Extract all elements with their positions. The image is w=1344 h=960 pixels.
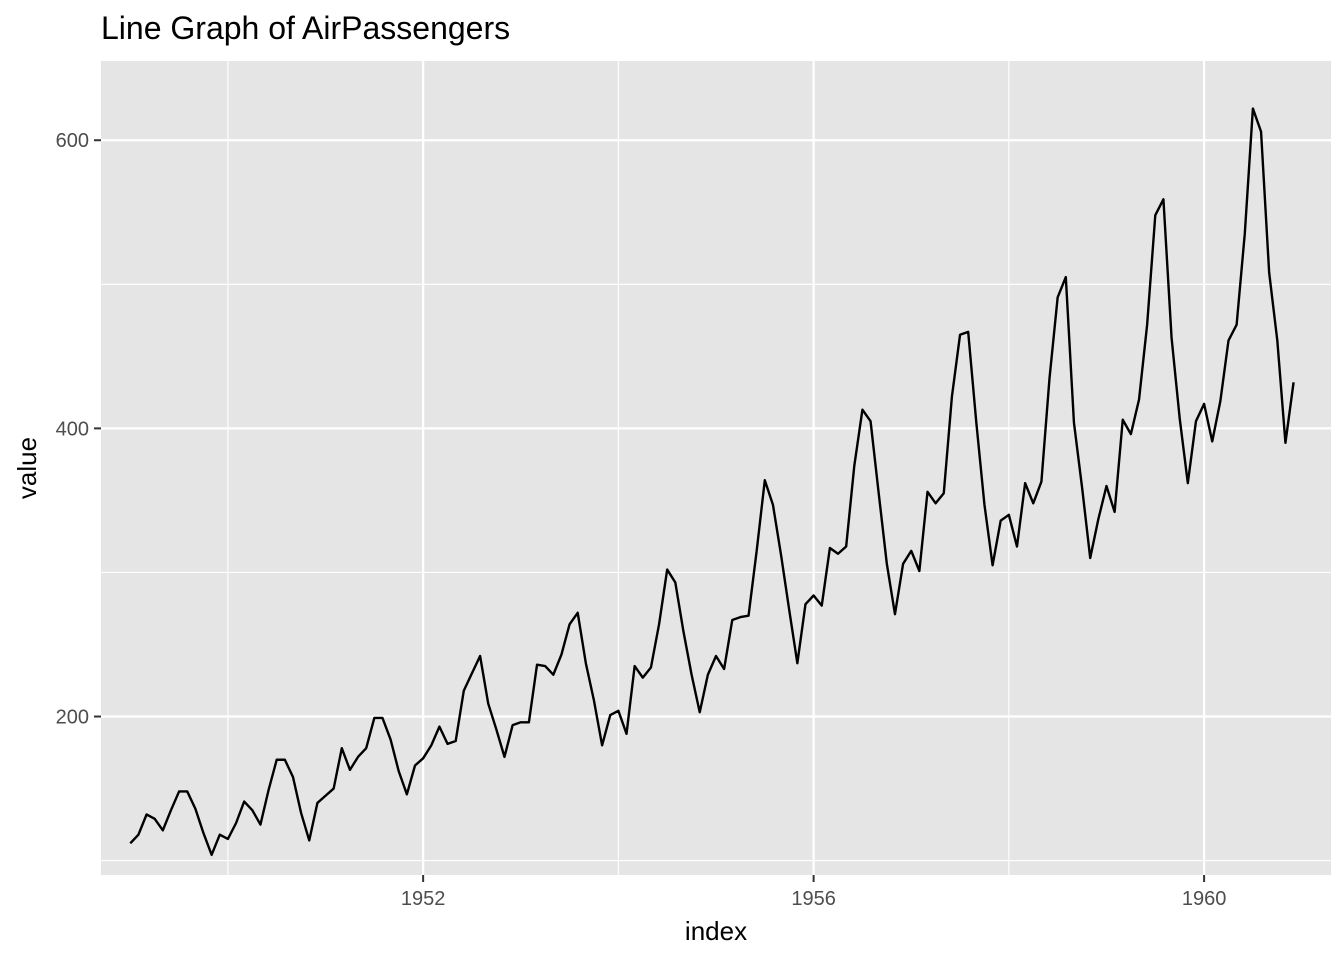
axis-ticks: 1952 1956 1960 200 400 600 xyxy=(56,130,1227,910)
x-tick-label-2: 1960 xyxy=(1182,888,1227,910)
y-tick-label-2: 600 xyxy=(56,130,89,152)
series-line-0 xyxy=(129,107,1295,857)
y-axis-title: value xyxy=(12,437,42,499)
plot-panel-background xyxy=(101,61,1331,875)
major-gridlines xyxy=(101,61,1331,875)
x-axis-title: index xyxy=(685,916,747,946)
minor-gridlines xyxy=(101,61,1331,875)
y-tick-label-0: 200 xyxy=(56,707,89,729)
y-tick-label-1: 400 xyxy=(56,418,89,440)
chart-title: Line Graph of AirPassengers xyxy=(101,10,510,46)
x-tick-label-1: 1956 xyxy=(791,888,836,910)
x-tick-label-0: 1952 xyxy=(401,888,446,910)
series-layer xyxy=(129,107,1295,857)
